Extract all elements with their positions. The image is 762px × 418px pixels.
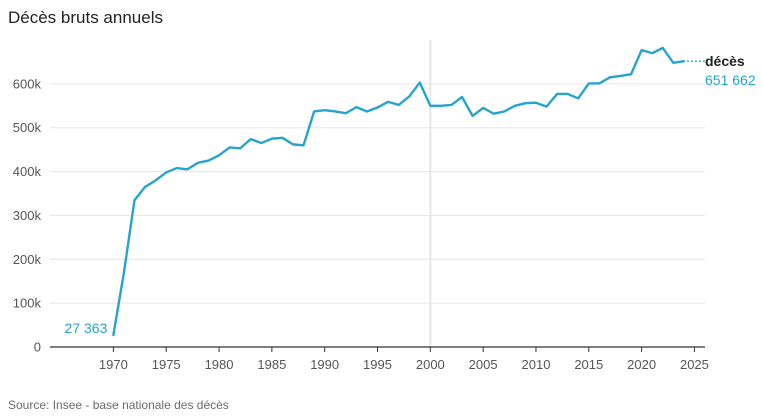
data-point — [154, 179, 156, 181]
y-tick-label: 0 — [34, 340, 41, 355]
data-point — [313, 110, 315, 112]
data-point — [662, 47, 664, 49]
data-point — [482, 107, 484, 109]
axes: 0 100k 200k 300k 400k 500k 600k 1970 1975 1980 198… — [13, 76, 709, 372]
data-point — [260, 142, 262, 144]
data-point — [176, 167, 178, 169]
x-tick-label: 1995 — [363, 357, 392, 372]
data-point — [112, 334, 114, 336]
data-point — [514, 105, 516, 107]
data-point — [165, 171, 167, 173]
x-tick-label: 2010 — [522, 357, 551, 372]
data-point — [218, 154, 220, 156]
labels: 27 363 décès 651 662 — [65, 53, 756, 336]
x-tick-label: 2005 — [469, 357, 498, 372]
data-point — [197, 162, 199, 164]
y-tick-label: 400k — [13, 164, 42, 179]
x-tick-label: 1990 — [310, 357, 339, 372]
gridlines — [50, 40, 705, 347]
data-point — [598, 82, 600, 84]
data-point — [471, 115, 473, 117]
data-point — [577, 97, 579, 99]
data-point — [345, 112, 347, 114]
source-note: Source: Insee - base nationale des décès — [8, 398, 229, 412]
data-point — [271, 137, 273, 139]
data-point — [640, 49, 642, 51]
data-point — [556, 93, 558, 95]
data-point — [250, 138, 252, 140]
data-point — [588, 82, 590, 84]
data-point — [419, 81, 421, 83]
data-point — [355, 106, 357, 108]
x-tick-label: 1980 — [205, 357, 234, 372]
data-point — [429, 105, 431, 107]
data-point — [387, 101, 389, 103]
data-point — [281, 137, 283, 139]
data-point — [450, 104, 452, 106]
data-point — [619, 75, 621, 77]
data-point — [133, 199, 135, 201]
data-point — [302, 144, 304, 146]
data-point — [376, 106, 378, 108]
x-tick-label: 2020 — [627, 357, 656, 372]
x-tick-label: 2025 — [680, 357, 709, 372]
x-tick-label: 1975 — [152, 357, 181, 372]
data-point — [440, 105, 442, 107]
chart-title: Décès bruts annuels — [8, 8, 163, 27]
data-point — [683, 60, 685, 62]
data-point — [630, 73, 632, 75]
data-point — [535, 102, 537, 104]
y-tick-label: 300k — [13, 208, 42, 223]
data-point — [672, 62, 674, 64]
series-line-deces — [112, 46, 686, 337]
data-point — [228, 146, 230, 148]
data-point — [366, 110, 368, 112]
data-point — [207, 159, 209, 161]
x-tick-label: 1985 — [257, 357, 286, 372]
data-point — [461, 96, 463, 98]
data-point — [566, 93, 568, 95]
series-name-label: décès — [705, 53, 745, 69]
data-point — [503, 110, 505, 112]
x-tick-label: 2000 — [416, 357, 445, 372]
end-value-label: 651 662 — [705, 72, 756, 88]
data-point — [239, 147, 241, 149]
data-point — [123, 271, 125, 273]
data-point — [493, 112, 495, 114]
y-tick-label: 100k — [13, 296, 42, 311]
series-layer — [112, 46, 686, 337]
data-point — [651, 52, 653, 54]
data-point — [524, 102, 526, 104]
y-tick-label: 600k — [13, 76, 42, 91]
data-point — [397, 104, 399, 106]
data-point — [144, 186, 146, 188]
data-point — [334, 110, 336, 112]
data-point — [323, 109, 325, 111]
data-point — [186, 168, 188, 170]
x-tick-label: 1970 — [99, 357, 128, 372]
data-point — [609, 76, 611, 78]
data-point — [408, 95, 410, 97]
data-point — [292, 143, 294, 145]
start-value-label: 27 363 — [65, 320, 108, 336]
y-tick-label: 500k — [13, 120, 42, 135]
data-point — [545, 105, 547, 107]
x-tick-label: 2015 — [574, 357, 603, 372]
y-tick-label: 200k — [13, 252, 42, 267]
